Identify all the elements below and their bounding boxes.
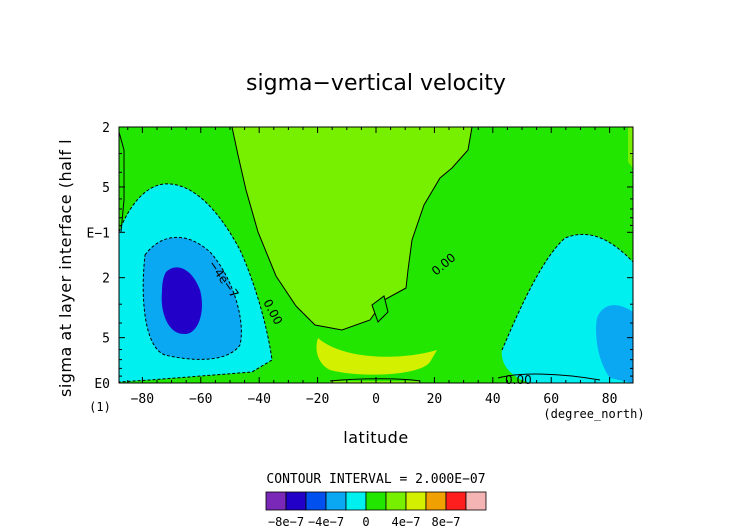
colorbar-swatch [465,491,487,511]
colorbar-swatch [325,491,347,511]
y-tick-label: E−1 [87,226,110,241]
x-tick-label: 80 [602,392,618,407]
colorbar-swatch [345,491,367,511]
x-tick-label: −40 [247,392,270,407]
colorbar-swatch [385,491,407,511]
x-tick-label: 0 [372,392,380,407]
x-tick-label: −20 [306,392,329,407]
colorbar-swatch [425,491,447,511]
contour-field [119,127,633,383]
colorbar-label: 8e−7 [432,515,461,529]
x-tick-label: 20 [427,392,443,407]
colorbar-swatch [305,491,327,511]
x-axis-title: latitude [343,428,408,447]
y-tick-label: E0 [94,377,110,392]
colorbar-label: 4e−7 [392,515,421,529]
x-tick-label: 40 [485,392,501,407]
band-neg-6e-7-south [161,267,203,335]
y-tick-label: 2 [102,272,110,287]
y-tick-label: 5 [102,181,110,196]
colorbar-swatch [365,491,387,511]
y-corner-label: (1) [89,400,111,414]
colorbar-swatch [445,491,467,511]
colorbar-swatch [405,491,427,511]
colorbar-label: −8e−7 [268,515,304,529]
colorbar-label: 0 [362,515,369,529]
x-tick-label: 60 [543,392,559,407]
x-unit-label: (degree_north) [543,407,644,421]
colorbar-swatch [265,491,287,511]
colorbar-swatch [285,491,307,511]
chart-title: sigma−vertical velocity [246,71,506,96]
x-tick-label: −80 [131,392,154,407]
band-2e-7-to-4e-7-center [232,127,472,330]
colorbar-label: −4e−7 [308,515,344,529]
contour-interval-note: CONTOUR INTERVAL = 2.000E−07 [266,472,485,487]
y-tick-label: 5 [102,332,110,347]
band-4e-7-center [316,338,437,375]
colorbar: −8e−7 −4e−7 0 4e−7 8e−7 [265,491,487,529]
x-tick-label: −60 [189,392,212,407]
y-axis-title: sigma at layer interface (half l [56,139,75,397]
y-axis: 2 5 E−1 2 5 E0 [87,121,633,392]
contour-label: 0.00 [505,373,532,387]
y-tick-label: 2 [102,121,110,136]
x-axis: −80 −60 −40 −20 0 20 40 60 80 [127,127,625,407]
band-neg-4e-7-north [596,305,633,383]
